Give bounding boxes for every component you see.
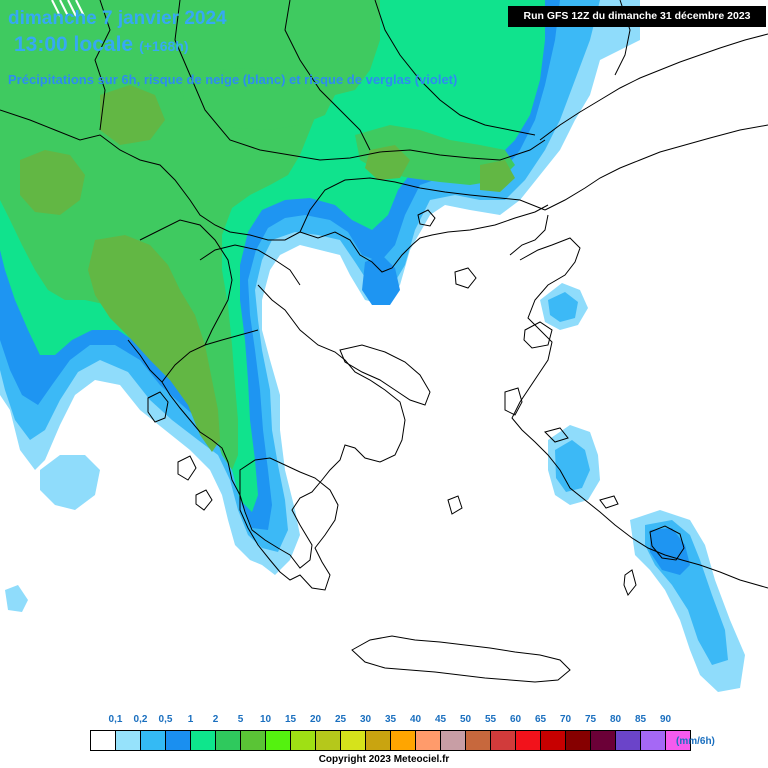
legend-swatch [116,731,141,750]
north-aegean-coast [299,204,549,273]
legend-label: 1 [187,714,194,725]
legend-label: 5 [237,714,244,725]
map-subtitle: Précipitations sur 6h, risque de neige (… [8,72,458,87]
euboea-coast [339,344,431,406]
legend-label: 0,2 [133,714,148,725]
legend-label: 35 [384,714,397,725]
crete-coast [351,635,571,683]
legend-swatch [441,731,466,750]
forecast-time: 13:00 locale [14,33,134,56]
legend-swatch [316,731,341,750]
legend-swatch [91,731,116,750]
legend-swatch [141,731,166,750]
legend-swatch [291,731,316,750]
legend-label: 75 [584,714,597,725]
coastlines [127,33,768,683]
naxos-coast [447,495,463,515]
legend-swatch [391,731,416,750]
forecast-date: dimanche 7 janvier 2024 [8,8,227,29]
legend-label: 40 [409,714,422,725]
samos-coast [544,427,569,443]
legend-swatch [166,731,191,750]
legend-label: 20 [309,714,322,725]
turkey-coast [511,237,768,589]
legend-swatch [516,731,541,750]
legend-label: 15 [284,714,297,725]
legend-swatch [416,731,441,750]
legend-swatch [491,731,516,750]
precip-olive-layer [20,85,515,452]
legend-label: 10 [259,714,272,725]
legend-swatch [616,731,641,750]
kefalonia-coast [177,455,197,481]
karpathos-coast [623,569,637,596]
rhodes-coast [649,525,685,561]
kos-coast [599,495,619,509]
legend-swatch [641,731,666,750]
legend-label: 80 [609,714,622,725]
legend-swatch [566,731,591,750]
legend-unit: (mm/6h) [676,736,715,747]
legend-label: 85 [634,714,647,725]
snow-risk-hatch [51,0,85,17]
legend-swatch [591,731,616,750]
legend-swatch [541,731,566,750]
lesbos-coast [523,321,553,349]
legend-swatch [341,731,366,750]
legend-swatch [266,731,291,750]
legend-label: 0,5 [158,714,173,725]
greek-mainland-coast [127,284,406,569]
legend-label: 55 [484,714,497,725]
black-sea-coast [539,33,768,141]
legend-swatch [466,731,491,750]
legend-swatch [191,731,216,750]
chios-coast [504,387,523,416]
legend-labels: 0,1 0,2 0,5 1 2 5 10 15 20 25 30 35 40 45 50 55 60 65 70 75… [90,714,690,728]
run-info-badge: Run GFS 12Z du dimanche 31 décembre 2023 [508,6,766,27]
legend-swatch [666,731,690,750]
forecast-time-line: 13:00 locale (+168h) [14,33,189,57]
legend-swatch [216,731,241,750]
legend-label: 90 [659,714,672,725]
legend-label: 50 [459,714,472,725]
legend-label: 2 [212,714,219,725]
lemnos-coast [454,267,477,289]
legend-swatch [366,731,391,750]
legend-label: 45 [434,714,447,725]
legend-label: 30 [359,714,372,725]
marmara-coast [544,124,768,211]
country-borders [0,0,631,383]
legend-label: 25 [334,714,347,725]
thasos-coast [417,209,436,227]
legend-label: 60 [509,714,522,725]
legend-color-bar [90,730,691,751]
legend-swatch [241,731,266,750]
lead-time: (+168h) [139,38,189,54]
legend-label: 65 [534,714,547,725]
corfu-coast [147,391,169,423]
legend-label: 70 [559,714,572,725]
peloponnese-coast [239,457,339,591]
copyright: Copyright 2023 Meteociel.fr [318,754,450,765]
zakynthos-coast [195,489,213,511]
legend-label: 0,1 [108,714,123,725]
